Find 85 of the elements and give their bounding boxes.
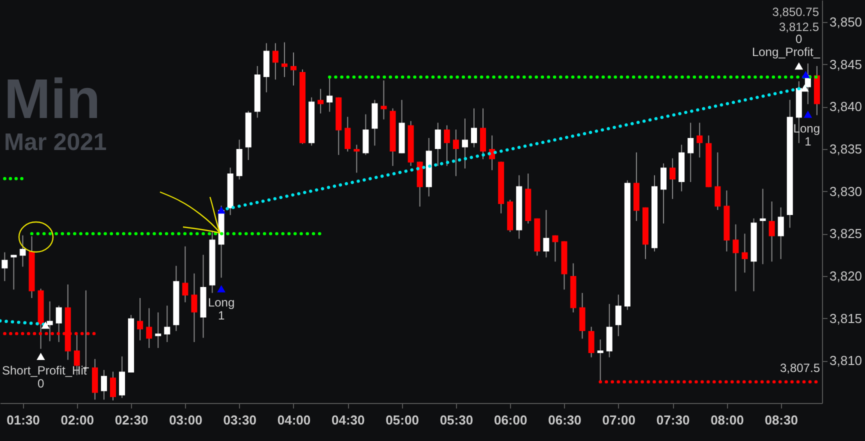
point [802,70,810,78]
candlestick [281,42,288,78]
candlestick [444,124,450,166]
candlestick [696,122,703,158]
candlestick [760,188,766,265]
point [804,110,812,118]
annotation: Long [208,296,235,310]
candlestick [137,298,144,341]
y-tick-label: 3,820 [830,268,862,284]
x-tick-label: 06:00 [494,412,528,428]
candlestick [182,246,188,303]
candlestick [597,339,604,382]
y-tick-label: 3,840 [830,99,862,114]
candlestick [110,371,116,401]
point [794,62,804,70]
x-tick-label: 07:00 [602,412,636,428]
candlestick [191,272,198,343]
candlestick [354,144,360,174]
annotation: Long_Profit_ [752,45,820,60]
candlestick [272,42,278,80]
y-tick-label: 3,825 [830,226,862,242]
candlestick [462,118,468,169]
annotation: 3,807.5 [780,360,820,375]
y-tick-label: 3,845 [830,56,862,72]
candlestick [155,312,162,348]
candlestick [344,116,351,152]
x-tick-label: 02:00 [60,412,94,428]
annotation: Min [4,67,100,130]
candlestick [20,234,26,268]
candlestick [362,114,369,156]
candlestick [10,254,17,290]
x-tick-label: 01:30 [6,412,40,428]
candlestick [543,209,550,258]
annotation: 0 [37,376,44,390]
x-tick-label: 03:00 [169,412,202,428]
annotation: 1 [804,134,812,148]
candlestick [742,233,748,274]
candlestick [552,234,558,262]
y-tick-label: 3,810 [830,353,862,368]
x-tick-label: 05:00 [386,412,419,428]
x-tick-label: 06:30 [548,412,582,428]
annotation: 0 [796,32,803,46]
candlestick [471,108,477,148]
annotation: 1 [218,308,225,323]
point [41,321,50,329]
x-tick-label: 04:30 [332,412,365,428]
point [36,352,45,360]
annotation: 3,812.5 [778,20,820,34]
annotation: Mar 2021 [4,129,107,156]
candlestick [2,252,8,282]
y-tick-label: 3,815 [830,310,862,326]
candlestick [434,122,441,166]
x-tick-label: 02:30 [114,412,148,428]
annotation: 3,850.75 [772,5,820,19]
x-tick-label: 04:00 [277,412,311,428]
candlestick [326,76,333,112]
point [217,206,226,214]
y-tick-label: 3,835 [830,142,862,157]
x-tick-label: 07:30 [656,412,690,428]
candlestick [146,308,152,348]
y-tick-label: 3,850 [830,14,862,30]
candlestick [670,158,676,200]
candlestick [660,162,667,224]
candlestick [615,294,622,337]
candlestick [318,88,324,114]
x-tick-label: 05:30 [440,412,474,428]
candlestick [768,201,775,262]
candlestick [480,108,486,160]
candlestick [164,305,170,343]
candlestick [714,152,721,210]
candlestick [579,292,586,340]
candlestick [588,326,594,358]
y-tick-label: 3,830 [830,184,862,199]
candlestick [778,206,784,260]
x-tick-label: 08:00 [710,412,744,428]
candlestick [290,52,296,86]
candlestick [688,122,694,183]
candlestick [100,369,107,400]
point [217,285,226,292]
candlestick [119,356,126,398]
x-tick-label: 03:30 [223,412,256,428]
candlestick [56,305,62,343]
candlestick [732,224,739,292]
candlestick [452,129,459,177]
x-tick-label: 08:30 [764,412,798,428]
